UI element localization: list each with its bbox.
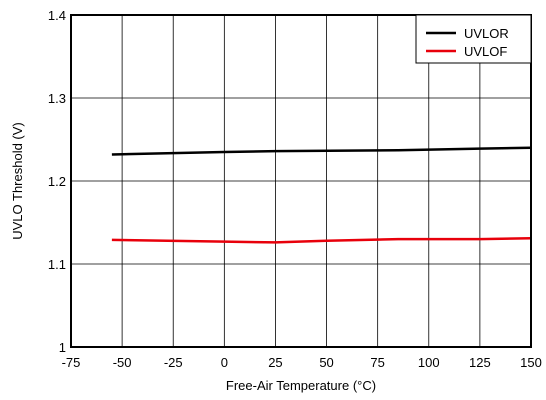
x-tick-label: -75 (62, 355, 81, 370)
y-axis-ticks: 1 1.1 1.2 1.3 1.4 (48, 8, 66, 355)
x-tick-label: 75 (370, 355, 384, 370)
x-axis-title: Free-Air Temperature (°C) (226, 378, 376, 393)
grid-lines (71, 15, 531, 347)
y-tick-label: 1.4 (48, 8, 66, 23)
legend: UVLOR UVLOF (415, 14, 532, 64)
y-tick-label: 1 (59, 340, 66, 355)
x-tick-label: 100 (418, 355, 440, 370)
x-axis-ticks: -75 -50 -25 0 25 50 75 100 125 150 (62, 355, 542, 370)
y-axis-title: UVLO Threshold (V) (10, 122, 25, 240)
legend-label-uvlof: UVLOF (464, 44, 507, 59)
plot-frame (70, 14, 532, 348)
x-tick-label: -50 (113, 355, 132, 370)
series-line-uvlof (111, 237, 532, 244)
x-tick-label: 150 (520, 355, 542, 370)
data-series (111, 146, 532, 244)
y-tick-label: 1.3 (48, 91, 66, 106)
x-tick-label: 50 (319, 355, 333, 370)
legend-box (415, 14, 532, 64)
y-tick-label: 1.2 (48, 174, 66, 189)
x-tick-label: 0 (221, 355, 228, 370)
x-tick-label: 25 (268, 355, 282, 370)
legend-label-uvlor: UVLOR (464, 26, 509, 41)
x-tick-label: 125 (469, 355, 491, 370)
x-tick-label: -25 (164, 355, 183, 370)
y-tick-label: 1.1 (48, 257, 66, 272)
series-line-uvlor (111, 146, 532, 156)
